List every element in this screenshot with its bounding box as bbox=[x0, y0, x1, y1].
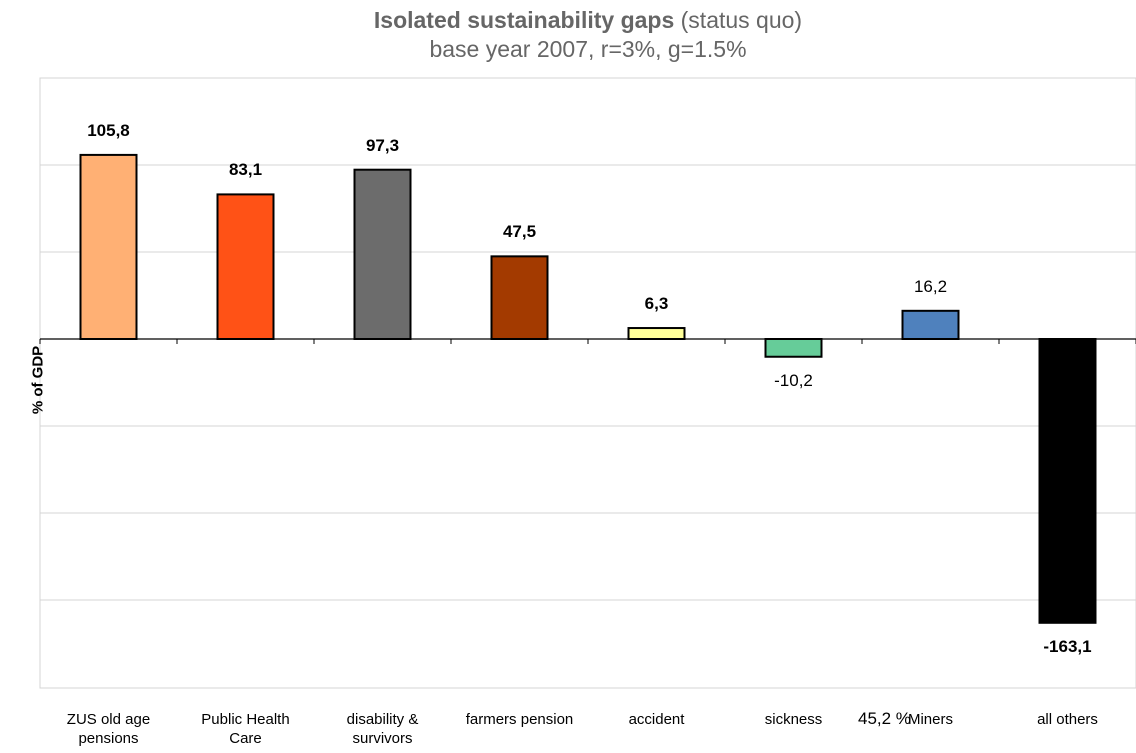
bar bbox=[627, 327, 686, 340]
bar bbox=[79, 153, 138, 340]
bar bbox=[353, 168, 412, 340]
category-label: all others bbox=[1037, 711, 1098, 728]
data-label: 105,8 bbox=[87, 120, 130, 140]
data-label: 6,3 bbox=[644, 294, 669, 314]
category-label: disability & survivors bbox=[346, 711, 419, 747]
category-label: ZUS old age pensions bbox=[66, 711, 151, 747]
data-label: 97,3 bbox=[365, 135, 400, 155]
bar bbox=[764, 338, 823, 358]
category-label: sickness bbox=[764, 711, 823, 728]
category-label: Miners bbox=[907, 711, 953, 728]
title-suffix: (status quo) bbox=[674, 7, 803, 33]
title-main: Isolated sustainability gaps bbox=[373, 7, 675, 33]
data-label: 47,5 bbox=[502, 222, 537, 242]
bar bbox=[490, 255, 549, 341]
chart-subtitle: base year 2007, r=3%, g=1.5% bbox=[429, 36, 747, 62]
data-label: -163,1 bbox=[1043, 636, 1092, 656]
bar bbox=[216, 193, 275, 340]
category-label: accident bbox=[628, 711, 685, 728]
data-label: -10,2 bbox=[774, 370, 813, 390]
bar bbox=[1038, 338, 1097, 624]
data-label: 83,1 bbox=[228, 160, 263, 180]
category-label: Public Health Care bbox=[201, 711, 290, 747]
category-label: farmers pension bbox=[465, 711, 574, 728]
bar bbox=[901, 309, 960, 341]
annotation-text: 45,2 % bbox=[858, 709, 911, 728]
plot-area bbox=[39, 77, 1136, 689]
y-axis-label: % of GDP bbox=[29, 345, 47, 415]
chart-title: Isolated sustainability gaps (status quo… bbox=[0, 6, 1136, 64]
data-label: 16,2 bbox=[913, 276, 948, 296]
